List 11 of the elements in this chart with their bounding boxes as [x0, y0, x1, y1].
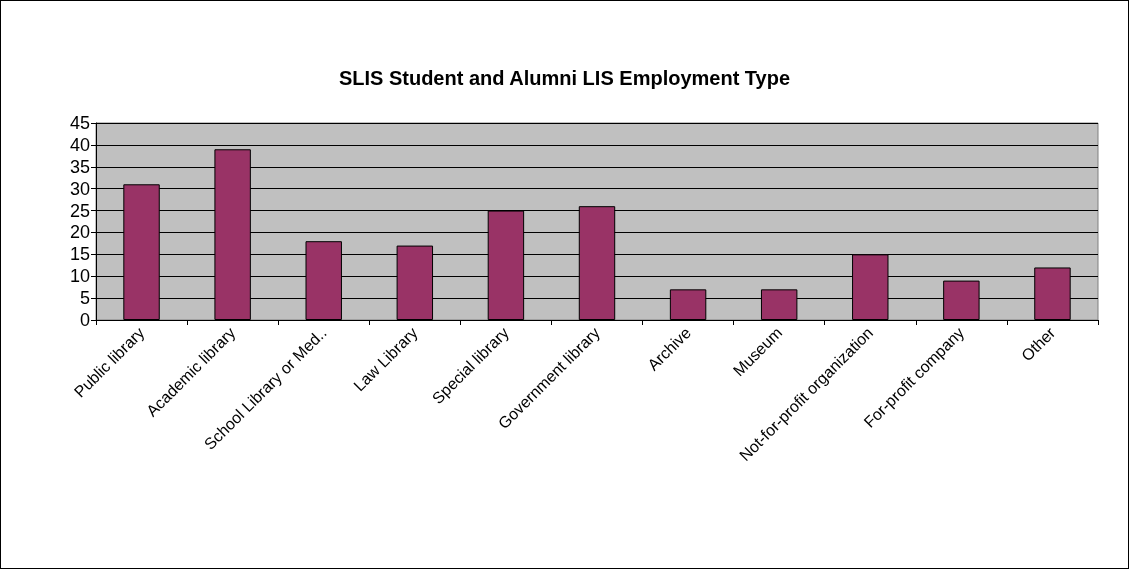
y-tick-label: 30 [69, 178, 90, 199]
y-tick-label: 10 [69, 266, 90, 287]
y-tick-label: 15 [69, 244, 90, 265]
y-tick-label: 20 [69, 222, 90, 243]
y-tick-label: 0 [79, 310, 90, 330]
y-tick-label: 45 [69, 113, 90, 133]
y-tick-label: 5 [79, 288, 90, 309]
y-tick-label: 40 [69, 134, 90, 155]
y-tick-label: 35 [69, 156, 90, 177]
y-tick-label: 25 [69, 200, 90, 221]
chart-title: SLIS Student and Alumni LIS Employment Type [338, 67, 791, 89]
